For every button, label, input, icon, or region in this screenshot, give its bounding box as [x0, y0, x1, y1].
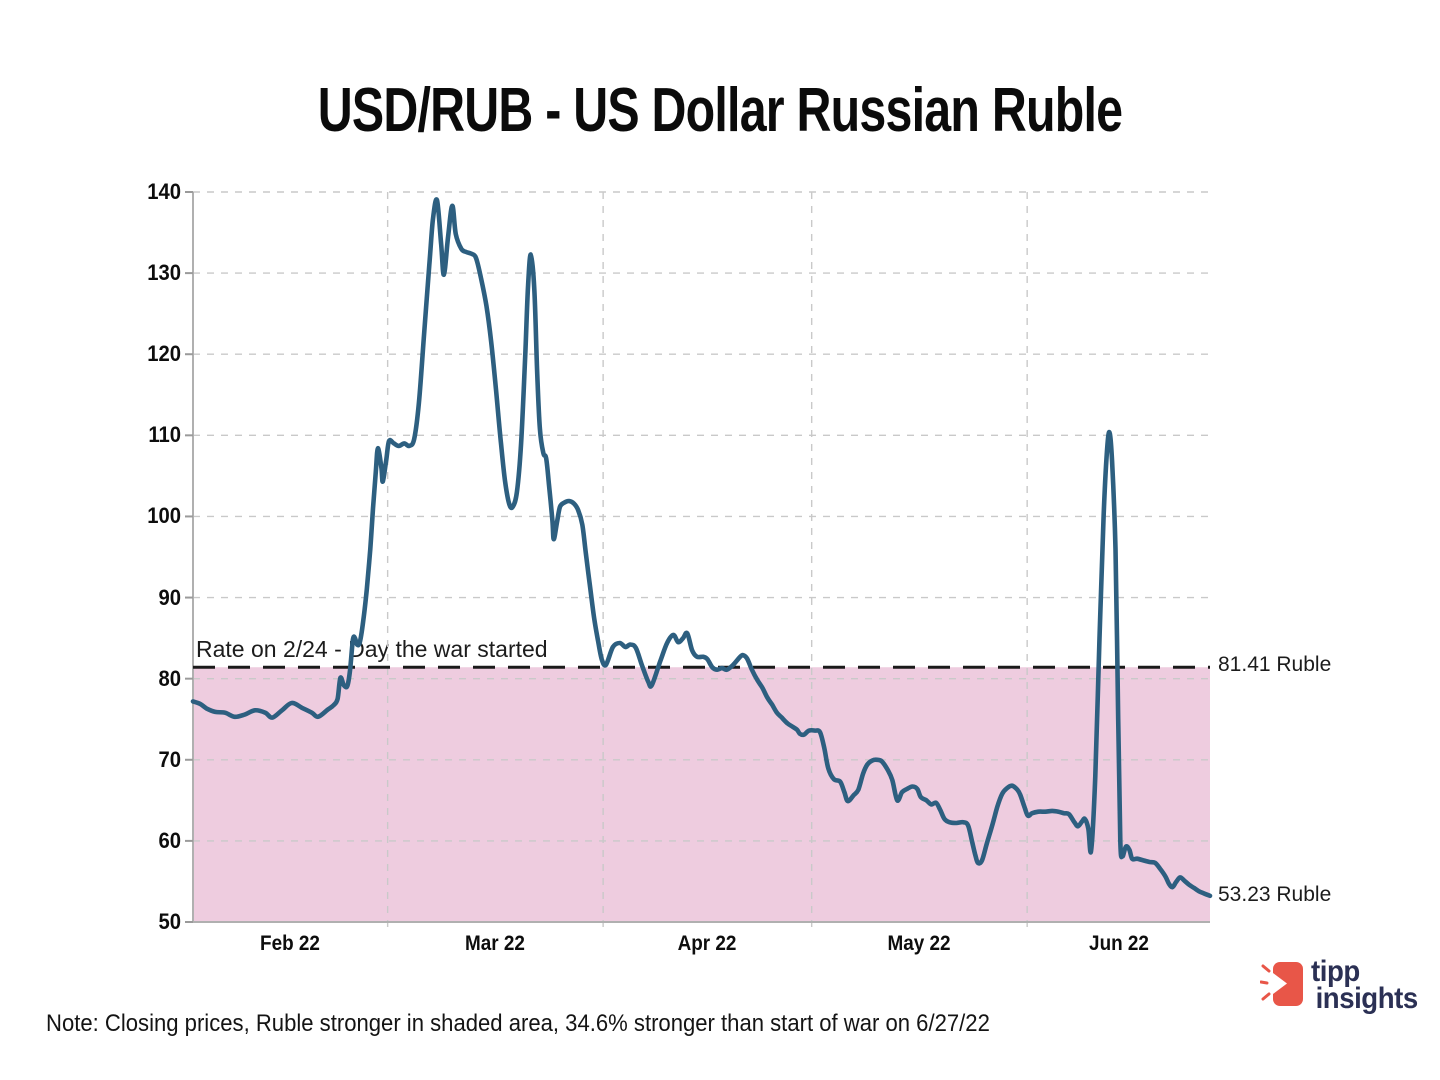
y-tick-label: 120: [147, 341, 181, 367]
x-tick-label: Feb 22: [260, 932, 321, 955]
logo-flag-icon: [1260, 962, 1303, 1006]
y-tick-label: 60: [158, 827, 181, 853]
chart-title: USD/RUB - US Dollar Russian Ruble: [317, 76, 1123, 145]
footnote: Note: Closing prices, Ruble stronger in …: [46, 1010, 990, 1037]
logo-word-insights: insights: [1315, 982, 1419, 1015]
y-tick-label: 90: [158, 584, 181, 610]
y-tick-label: 50: [158, 909, 181, 934]
usdrub-rate-line: [190, 197, 1213, 899]
stronger-ruble-shaded-area: [193, 667, 1210, 922]
y-tick-label: 140: [147, 179, 181, 204]
x-tick-label: Mar 22: [465, 932, 526, 955]
war-rate-value-label: 81.41 Ruble: [1218, 653, 1332, 676]
y-tick-label: 130: [147, 260, 181, 286]
y-tick-label: 100: [147, 503, 181, 529]
x-tick-label: Jun 22: [1088, 932, 1149, 955]
final-rate-value-label: 53.23 Ruble: [1218, 883, 1332, 906]
y-tick-label: 80: [158, 665, 181, 691]
x-tick-label: May 22: [887, 932, 951, 955]
logo-word-tipp: tipp: [1311, 955, 1360, 988]
x-tick-label: Apr 22: [677, 932, 737, 955]
logo-wordmark: tipp insights: [1311, 955, 1419, 1015]
y-tick-label: 110: [148, 422, 181, 448]
y-tick-label: 70: [158, 746, 181, 772]
war-start-annotation: Rate on 2/24 - Day the war started: [196, 636, 548, 662]
tipp-insights-logo: tipp insights: [1260, 955, 1427, 1015]
